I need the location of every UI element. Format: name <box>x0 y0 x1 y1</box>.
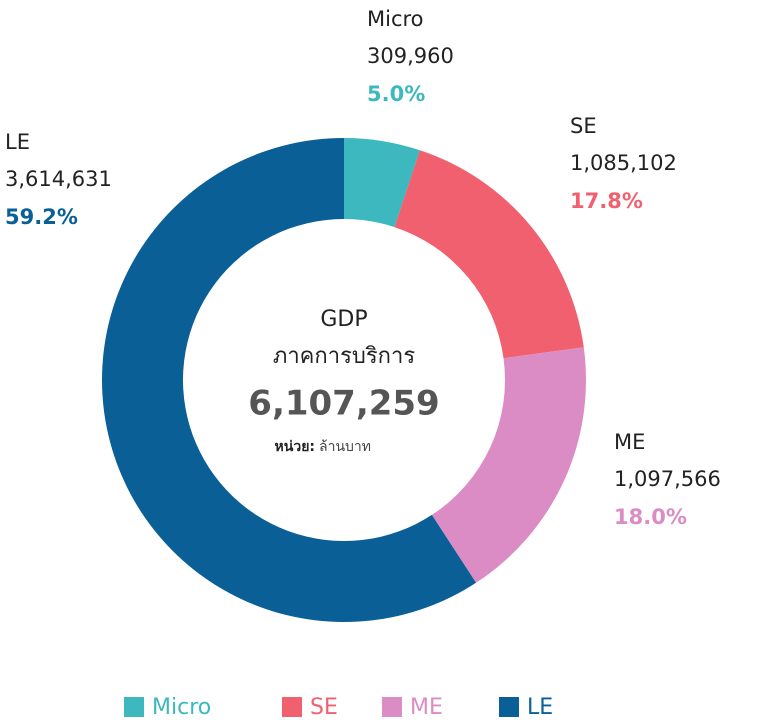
percentage-label: 18.0% <box>614 505 687 529</box>
slice-label: SE <box>570 114 597 138</box>
legend-label: LE <box>527 695 553 720</box>
legend-swatch <box>499 697 519 717</box>
legend-swatch <box>282 697 302 717</box>
percentage-label: 5.0% <box>367 82 425 106</box>
unit: ล้านบาท <box>319 439 371 455</box>
value-label: 1,097,566 <box>614 467 721 491</box>
slice-label: LE <box>5 130 30 154</box>
total: 6,107,259 <box>248 384 439 424</box>
value-label: 3,614,631 <box>5 167 112 191</box>
legend-swatch <box>382 697 402 717</box>
value-label: 309,960 <box>367 44 454 68</box>
legend-label: ME <box>410 695 443 720</box>
center-title: GDP <box>320 307 367 332</box>
legend-swatch <box>124 697 144 717</box>
slice <box>432 347 586 583</box>
value-label: 1,085,102 <box>570 151 677 175</box>
slice <box>394 150 583 358</box>
chart: GDP ภาคการบริการ 6,107,259 หน่วย: ล้านบา… <box>0 0 757 720</box>
percentage-label: 59.2% <box>5 205 78 229</box>
legend-label: SE <box>310 695 338 720</box>
slice-label: ME <box>614 430 645 454</box>
donut <box>102 138 586 622</box>
legend-label: Micro <box>152 695 211 720</box>
unit-label: หน่วย: <box>275 439 315 455</box>
percentage-label: 17.8% <box>570 189 643 213</box>
center-subtitle: ภาคการบริการ <box>273 344 416 369</box>
slice-label: Micro <box>367 7 424 31</box>
